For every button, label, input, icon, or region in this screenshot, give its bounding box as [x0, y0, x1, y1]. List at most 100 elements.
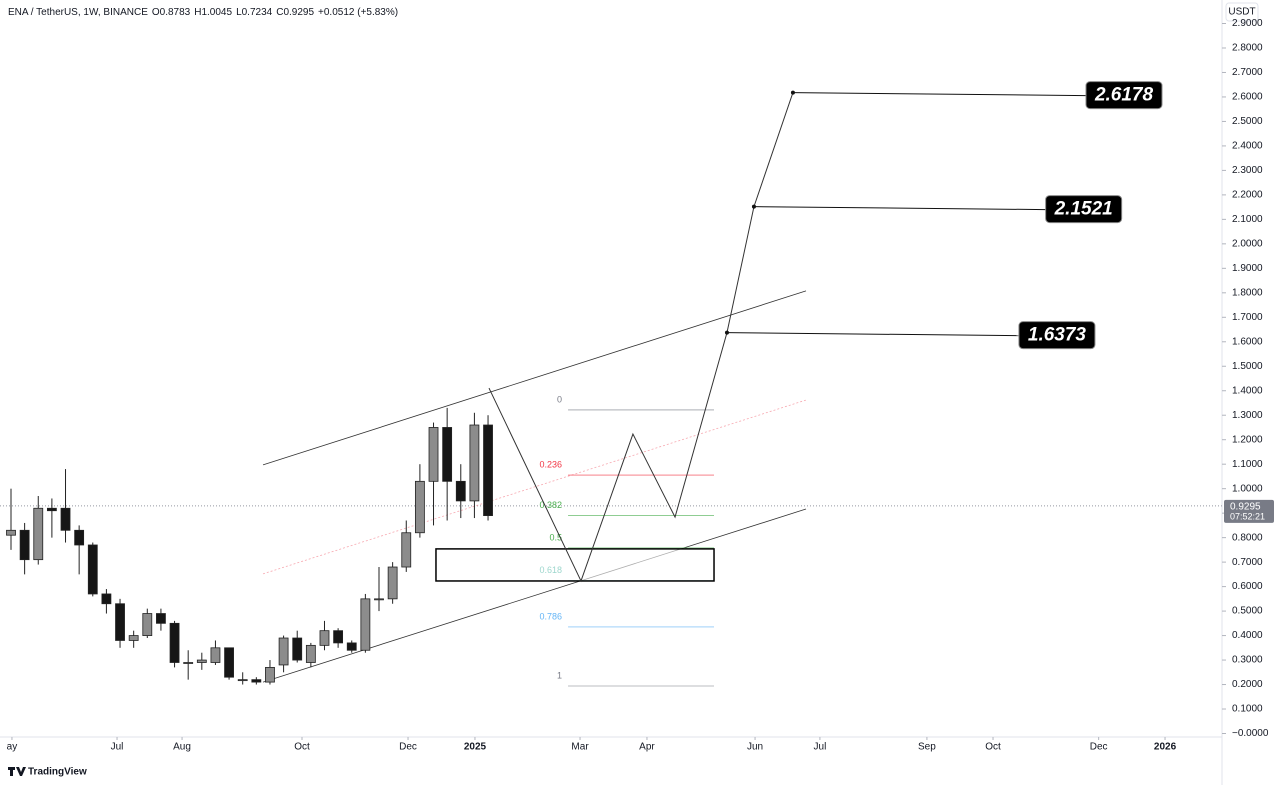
- y-tick-label: 0.5000: [1232, 606, 1263, 617]
- ohlc-low: L0.7234: [236, 7, 273, 18]
- y-tick-label: 2.2000: [1232, 190, 1263, 201]
- fib-level-label: 0.382: [540, 500, 563, 510]
- target-line: [726, 332, 1019, 337]
- y-tick-label: 2.6000: [1232, 92, 1263, 103]
- candle-body: [60, 507, 71, 531]
- y-tick-label: 1.2000: [1232, 434, 1263, 445]
- x-tick-label: Oct: [985, 742, 1001, 753]
- candle-body: [101, 593, 112, 605]
- candle-body: [333, 630, 344, 644]
- target-point: [724, 330, 729, 335]
- last-price-label: 0.9295: [1230, 502, 1261, 513]
- target-line: [753, 206, 1046, 211]
- y-tick-label: 0.7000: [1232, 557, 1263, 568]
- candle-body: [278, 637, 289, 666]
- candle-body: [387, 566, 398, 600]
- candle-body: [74, 529, 85, 546]
- candle-body: [224, 647, 234, 678]
- y-tick-label: 0.8000: [1232, 532, 1263, 543]
- candle-body: [156, 613, 166, 624]
- y-tick-label: 0.1000: [1232, 704, 1263, 715]
- candle-body: [305, 644, 316, 663]
- ohlc-close: C0.9295: [276, 7, 314, 18]
- countdown-label: 07:52:21: [1230, 511, 1265, 521]
- candle-body: [414, 480, 425, 534]
- target-label: 1.6373: [1028, 325, 1087, 346]
- candle-body: [374, 598, 384, 601]
- y-tick-label: 1.8000: [1232, 287, 1263, 298]
- candle-body: [33, 507, 44, 561]
- y-tick-label: 1.4000: [1232, 385, 1263, 396]
- x-tick-label: Dec: [399, 742, 417, 753]
- currency[interactable]: USDT: [1228, 7, 1255, 18]
- fib-level-label: 0.786: [540, 611, 563, 621]
- candle-body: [142, 613, 153, 636]
- candle-body: [483, 424, 493, 517]
- logo-icon: [8, 767, 26, 776]
- target-point: [790, 90, 795, 95]
- fib-level-label: 0: [557, 394, 562, 404]
- y-tick-label: −0.0000: [1232, 728, 1269, 739]
- demand-zone: [435, 548, 715, 582]
- y-tick-label: 0.6000: [1232, 581, 1263, 592]
- y-tick-label: 1.6000: [1232, 336, 1263, 347]
- ohlc-high: H1.0045: [194, 7, 232, 18]
- symbol: ENA / TetherUS, 1W, BINANCE: [8, 7, 148, 18]
- candle-body: [46, 507, 57, 512]
- chart-header: ENA / TetherUS, 1W, BINANCE O0.8783 H1.004…: [8, 7, 398, 18]
- x-tick-label: 2025: [464, 742, 487, 753]
- candle-body: [265, 666, 275, 683]
- y-tick-label: 2.3000: [1232, 165, 1263, 176]
- x-tick-label: Oct: [294, 742, 310, 753]
- candle-body: [319, 630, 330, 646]
- y-tick-label: 0.4000: [1232, 630, 1263, 641]
- candle-body: [428, 427, 439, 482]
- candle-body: [87, 544, 98, 595]
- candle-body: [346, 642, 357, 651]
- candle-body: [442, 427, 453, 482]
- candle-body: [455, 480, 466, 502]
- x-tick-label: Mar: [571, 742, 589, 753]
- candle-body: [196, 659, 207, 663]
- x-tick-label: Apr: [639, 742, 655, 753]
- x-tick-label: Dec: [1090, 742, 1108, 753]
- target-label-box: [1045, 195, 1123, 224]
- ohlc-change: +0.0512 (+5.83%): [318, 7, 398, 18]
- target-line: [792, 92, 1087, 97]
- y-tick-label: 1.5000: [1232, 361, 1263, 372]
- currency-box[interactable]: [1225, 2, 1259, 22]
- x-tick-label: Aug: [173, 742, 191, 753]
- y-tick-label: 1.3000: [1232, 410, 1263, 421]
- channel-line: [262, 290, 807, 466]
- target-label-box: [1018, 321, 1096, 350]
- candle-body: [169, 622, 180, 663]
- candle-body: [469, 424, 480, 502]
- candle-body: [360, 598, 371, 651]
- target-point: [751, 204, 756, 209]
- x-tick-label: Jun: [747, 742, 763, 753]
- candle-body: [401, 532, 412, 568]
- fib-level-label: 1: [557, 670, 562, 680]
- candle-body: [128, 635, 139, 641]
- candle-body: [251, 679, 262, 683]
- candle-body: [183, 662, 194, 664]
- candle-body: [210, 647, 221, 663]
- y-tick-label: 2.5000: [1232, 116, 1263, 127]
- x-tick-label: ay: [7, 742, 18, 753]
- x-tick-label: Sep: [918, 742, 936, 753]
- candle-body: [6, 529, 16, 536]
- y-tick-label: 2.1000: [1232, 214, 1263, 225]
- target-label: 2.1521: [1054, 199, 1113, 220]
- x-tick-label: 2026: [1154, 742, 1177, 753]
- y-tick-label: 1.1000: [1232, 459, 1263, 470]
- y-tick-label: 1.9000: [1232, 263, 1263, 274]
- y-tick-label: 0.3000: [1232, 655, 1263, 666]
- candle-body: [115, 603, 125, 641]
- ohlc-open: O0.8783: [152, 7, 191, 18]
- y-tick-label: 2.9000: [1232, 18, 1263, 29]
- x-tick-label: Jul: [814, 742, 827, 753]
- fib-level-label: 0.236: [540, 459, 563, 469]
- candle-body: [292, 637, 303, 661]
